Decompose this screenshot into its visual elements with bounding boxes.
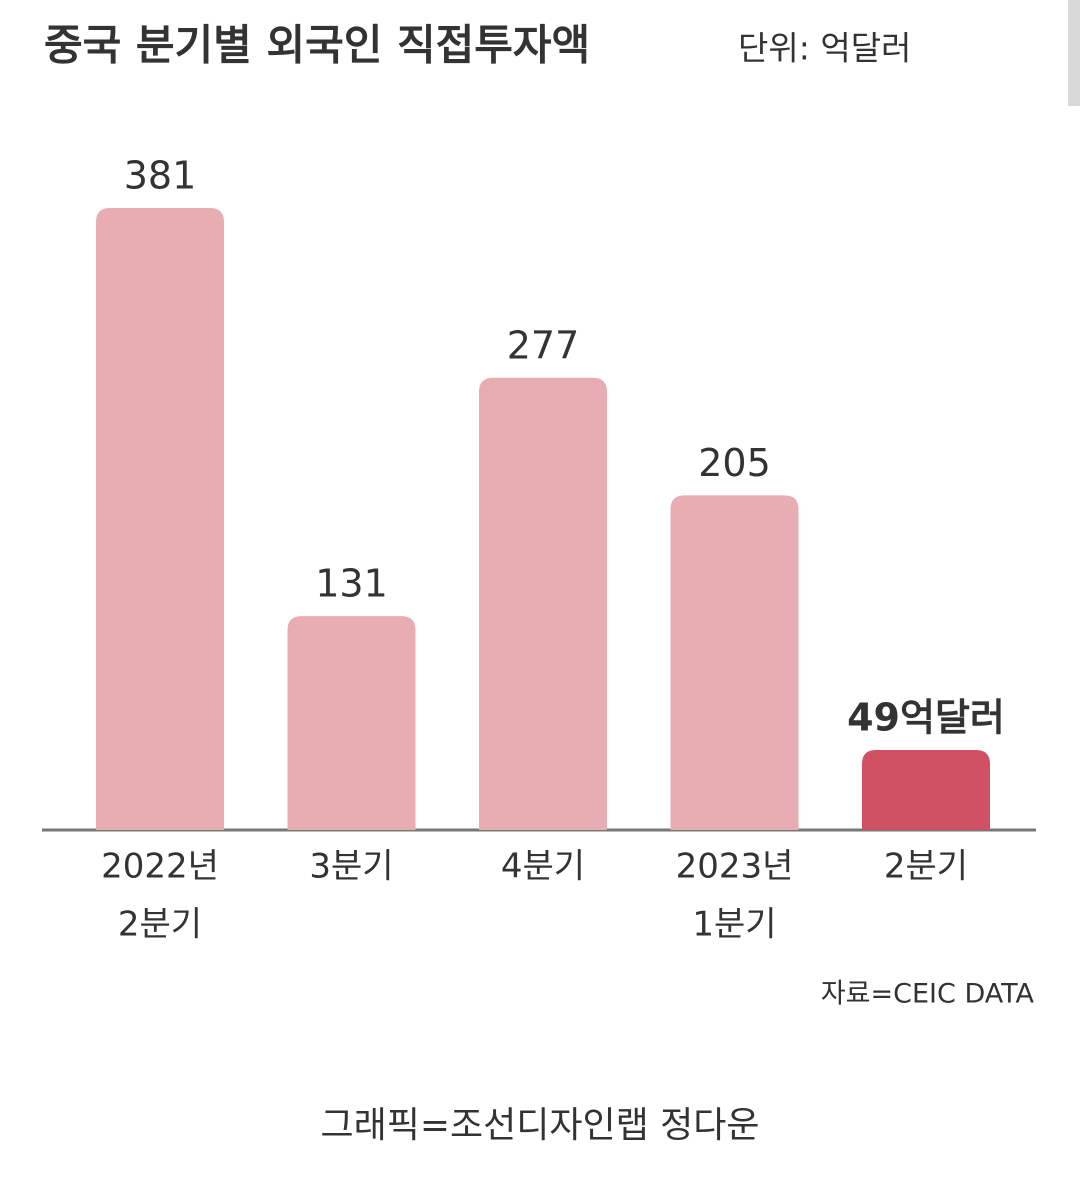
x-tick-label: 1분기 bbox=[692, 905, 776, 945]
value-label: 49억달러 bbox=[847, 696, 1005, 740]
value-label: 205 bbox=[698, 441, 771, 485]
chart-title: 중국 분기별 외국인 직접투자액 bbox=[44, 21, 590, 70]
x-tick-label: 4분기 bbox=[501, 847, 585, 887]
source: 자료=CEIC DATA bbox=[821, 979, 1035, 1010]
bar bbox=[862, 750, 990, 830]
unit-label: 단위: 억달러 bbox=[738, 29, 911, 68]
x-tick-label: 2분기 bbox=[884, 847, 968, 887]
scrollbar bbox=[1068, 0, 1080, 106]
x-tick-label: 2분기 bbox=[118, 905, 202, 945]
value-label: 131 bbox=[315, 562, 388, 606]
bar bbox=[96, 208, 224, 830]
x-tick-label: 2023년 bbox=[676, 847, 794, 887]
value-label: 381 bbox=[124, 154, 197, 198]
bar bbox=[287, 616, 416, 830]
bar bbox=[479, 377, 607, 830]
x-tick-label: 3분기 bbox=[309, 847, 393, 887]
value-label: 277 bbox=[507, 323, 580, 367]
x-tick-label: 2022년 bbox=[101, 847, 219, 887]
credit: 그래픽=조선디자인랩 정다운 bbox=[320, 1105, 759, 1146]
bar bbox=[670, 495, 799, 830]
